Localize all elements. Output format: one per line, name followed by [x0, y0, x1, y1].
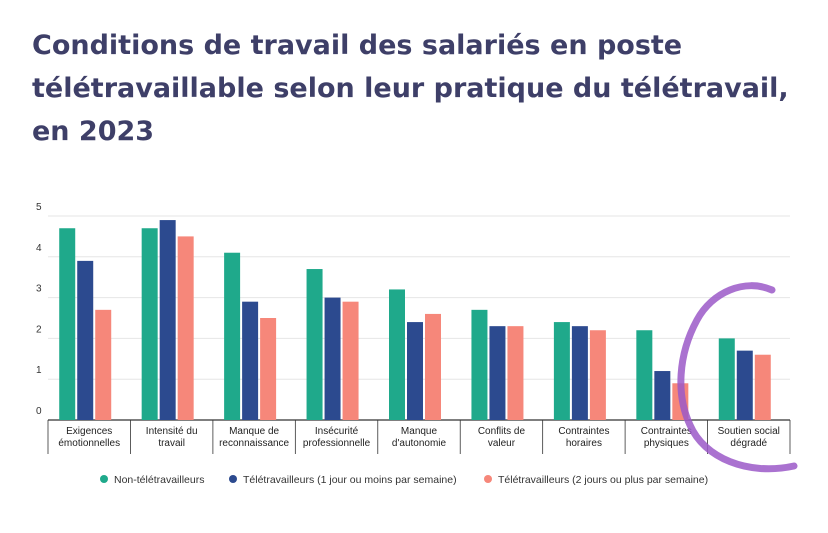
- bar: [589, 330, 606, 420]
- bar: [177, 236, 194, 420]
- bar: [324, 297, 341, 420]
- legend-marker: [484, 475, 492, 483]
- category-label: Manque de: [229, 426, 279, 437]
- bar: [471, 309, 488, 420]
- y-tick-label: 2: [36, 324, 42, 335]
- bar: [77, 260, 94, 420]
- bar: [95, 309, 112, 420]
- hand-drawn-circle-annotation: [677, 282, 798, 473]
- category-label: Intensité du: [146, 426, 198, 437]
- category-label: Contraintes: [558, 426, 609, 437]
- category-label: travail: [158, 438, 185, 449]
- bar: [59, 228, 76, 420]
- y-tick-label: 5: [36, 202, 42, 213]
- category-label: professionnelle: [303, 438, 371, 449]
- category-label: émotionnelles: [58, 438, 120, 449]
- bar: [224, 252, 241, 420]
- legend-label: Télétravailleurs (2 jours ou plus par se…: [498, 474, 708, 486]
- bar: [718, 338, 735, 420]
- bar: [507, 326, 524, 420]
- bar: [260, 318, 277, 420]
- bars: [59, 220, 771, 420]
- bar: [407, 322, 423, 420]
- legend-label: Télétravailleurs (1 jour ou moins par se…: [243, 474, 457, 486]
- y-tick-label: 3: [36, 284, 42, 295]
- category-label: Exigences: [66, 426, 112, 437]
- bar: [425, 313, 441, 420]
- category-label: d'autonomie: [392, 438, 447, 449]
- bar: [242, 301, 259, 420]
- y-axis-ticks: 0 1 2 3 4 5: [36, 202, 42, 417]
- bar: [553, 322, 570, 420]
- y-tick-label: 1: [36, 365, 42, 376]
- category-label: Soutien social: [718, 426, 780, 437]
- bar: [342, 301, 359, 420]
- bar: [389, 289, 405, 420]
- bar: [141, 228, 158, 420]
- legend: Non-télétravailleurs Télétravailleurs (1 …: [100, 474, 708, 486]
- bar: [571, 326, 588, 420]
- category-label: Conflits de: [478, 426, 526, 437]
- bar: [736, 350, 753, 420]
- category-label: horaires: [566, 438, 602, 449]
- category-label: Manque: [401, 426, 438, 437]
- bar: [754, 354, 771, 420]
- y-tick-label: 4: [36, 243, 42, 254]
- chart-title: Conditions de travail des salariés en po…: [32, 30, 789, 147]
- bar: [636, 330, 653, 420]
- bar: [489, 326, 506, 420]
- legend-label: Non-télétravailleurs: [114, 474, 204, 486]
- bar: [159, 220, 176, 420]
- legend-marker: [229, 475, 237, 483]
- category-label: Insécurité: [315, 426, 359, 437]
- legend-marker: [100, 475, 108, 483]
- y-tick-label: 0: [36, 406, 42, 417]
- category-label: dégradé: [730, 438, 767, 449]
- category-label: valeur: [488, 438, 516, 449]
- bar: [306, 269, 323, 420]
- bar: [654, 371, 671, 420]
- category-label: reconnaissance: [219, 438, 289, 449]
- category-label: Contraintes: [641, 426, 692, 437]
- category-label: physiques: [644, 438, 689, 449]
